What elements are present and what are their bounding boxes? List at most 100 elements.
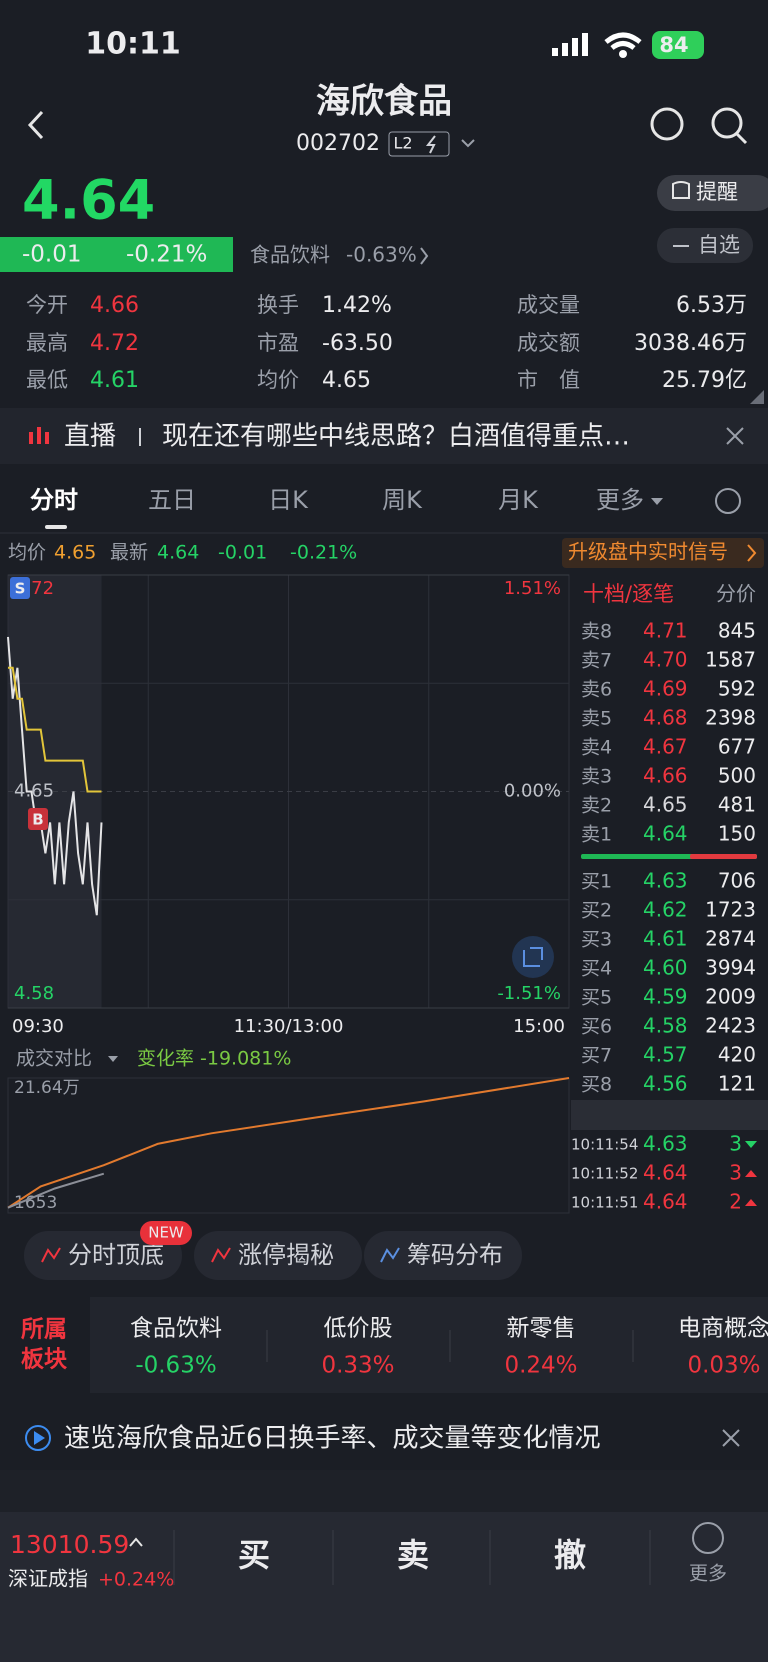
- footer: [0, 1512, 768, 1662]
- series-line: [7, 1077, 570, 1209]
- sector-panel: [90, 1297, 768, 1393]
- fullscreen-button[interactable]: [512, 936, 554, 978]
- x-tick-label: 15:00: [513, 1016, 565, 1037]
- sector-name[interactable]: 食品饮料: [250, 243, 330, 267]
- book-volume: 2874: [705, 927, 756, 951]
- bell-icon: [672, 181, 690, 199]
- more-label[interactable]: 更多: [689, 1563, 727, 1585]
- index-value[interactable]: 13010.59: [10, 1530, 129, 1559]
- stat-value: 4.65: [322, 368, 371, 393]
- detail-header[interactable]: [571, 1100, 768, 1130]
- book-label: 买4: [581, 958, 612, 980]
- sector-pct: 0.03%: [687, 1353, 760, 1379]
- settings-icon[interactable]: [715, 488, 741, 514]
- y-tick-label: 4.65: [14, 781, 54, 802]
- live-icon: [29, 427, 49, 444]
- tab[interactable]: 五日: [148, 486, 196, 514]
- live-text: 现在还有哪些中线思路？白酒值得重点…: [162, 422, 630, 452]
- refresh-icon[interactable]: [650, 107, 684, 141]
- status-time: 10:11: [85, 27, 181, 62]
- book-label: 买6: [581, 1016, 612, 1038]
- watch-button[interactable]: [657, 228, 753, 263]
- book-label: 买3: [581, 929, 612, 951]
- sector-title: 所属: [21, 1317, 67, 1343]
- dropdown-icon[interactable]: [461, 139, 475, 148]
- book-price: 4.62: [643, 898, 688, 922]
- book-label: 买2: [581, 900, 612, 922]
- last-value: 4.64: [157, 542, 199, 564]
- volume-dropdown: [108, 1056, 118, 1062]
- stat-value: 1.42%: [322, 293, 392, 318]
- book-label: 卖4: [581, 737, 612, 759]
- wifi-icon: [604, 32, 642, 51]
- stat-value: 3038.46万: [634, 331, 747, 356]
- book-volume: 2009: [705, 985, 756, 1009]
- search-icon[interactable]: [711, 107, 743, 139]
- tool-pill[interactable]: [24, 1231, 182, 1280]
- avg-label: 均价: [8, 542, 46, 564]
- index-name: 深证成指: [8, 1567, 88, 1591]
- tab[interactable]: 日K: [268, 486, 309, 514]
- rate-value: -19.081%: [200, 1048, 291, 1070]
- book-price: 4.59: [643, 985, 688, 1009]
- tab[interactable]: 更多: [596, 486, 644, 514]
- book-volume: 3994: [705, 956, 756, 980]
- book-volume: 677: [718, 735, 756, 759]
- trade-marker-label: B: [32, 811, 43, 829]
- book-tab[interactable]: 十档/逐笔: [583, 582, 674, 606]
- stat-value: 4.72: [90, 331, 139, 356]
- tip-text[interactable]: 速览海欣食品近6日换手率、成交量等变化情况: [64, 1424, 601, 1454]
- stat-value: 4.66: [90, 293, 139, 318]
- tool-pill[interactable]: [194, 1231, 362, 1280]
- remind-button[interactable]: [657, 175, 768, 211]
- book-price: 4.67: [643, 735, 688, 759]
- charts: 09:30 11:30/13:00 15:004.724.654.581.51%0.…: [7, 574, 570, 1213]
- l2-badge[interactable]: [388, 131, 450, 157]
- book-price: 4.71: [643, 619, 688, 643]
- trade-button[interactable]: 买: [238, 1536, 270, 1574]
- book-price: 4.58: [643, 1014, 688, 1038]
- signal-icon: [552, 33, 588, 56]
- back-button[interactable]: [27, 110, 44, 140]
- tools: 分时顶底 涨停揭秘 筹码分布 NEW: [24, 1221, 522, 1280]
- book-label: 卖8: [581, 621, 612, 643]
- stat-value: 4.61: [90, 368, 139, 393]
- book-price: 4.69: [643, 677, 688, 701]
- book-price: 4.63: [643, 869, 688, 893]
- book-label: 买7: [581, 1045, 612, 1067]
- book-tab[interactable]: 分价: [716, 582, 756, 606]
- sector-name[interactable]: 低价股: [324, 1316, 393, 1342]
- book-label: 卖5: [581, 708, 612, 730]
- more-icon[interactable]: [692, 1522, 724, 1554]
- live-banner[interactable]: [0, 408, 768, 464]
- book-label: 卖6: [581, 679, 612, 701]
- trade-button[interactable]: 卖: [397, 1536, 429, 1574]
- promo-button[interactable]: [562, 538, 764, 568]
- volume-title[interactable]: 成交对比: [16, 1048, 92, 1070]
- close-live[interactable]: [726, 427, 744, 445]
- tab[interactable]: 分时: [30, 486, 78, 514]
- stat-label: 市 值: [517, 368, 580, 392]
- close-tip[interactable]: [722, 1429, 740, 1447]
- trade-button[interactable]: 撤: [554, 1536, 586, 1574]
- book-volume: 500: [718, 764, 756, 788]
- book-volume: 592: [718, 677, 756, 701]
- tab[interactable]: 月K: [498, 486, 539, 514]
- sector-name[interactable]: 食品饮料: [130, 1316, 222, 1342]
- trade-time: 10:11:52: [571, 1165, 638, 1183]
- book-price: 4.66: [643, 764, 688, 788]
- volume-frame: [7, 1077, 570, 1214]
- play-triangle: [34, 1431, 45, 1445]
- book-price: 4.65: [643, 793, 688, 817]
- book-label: 卖3: [581, 766, 612, 788]
- sector-pct: 0.24%: [504, 1353, 577, 1379]
- stat-label: 最低: [26, 368, 68, 392]
- tool-pill[interactable]: [364, 1231, 522, 1280]
- sector-name[interactable]: 新零售: [507, 1316, 576, 1342]
- tab[interactable]: 周K: [382, 486, 423, 514]
- sector-name[interactable]: 电商概念: [678, 1316, 768, 1342]
- active-tab-indicator: [45, 525, 67, 529]
- fullscreen-icon: [523, 947, 543, 967]
